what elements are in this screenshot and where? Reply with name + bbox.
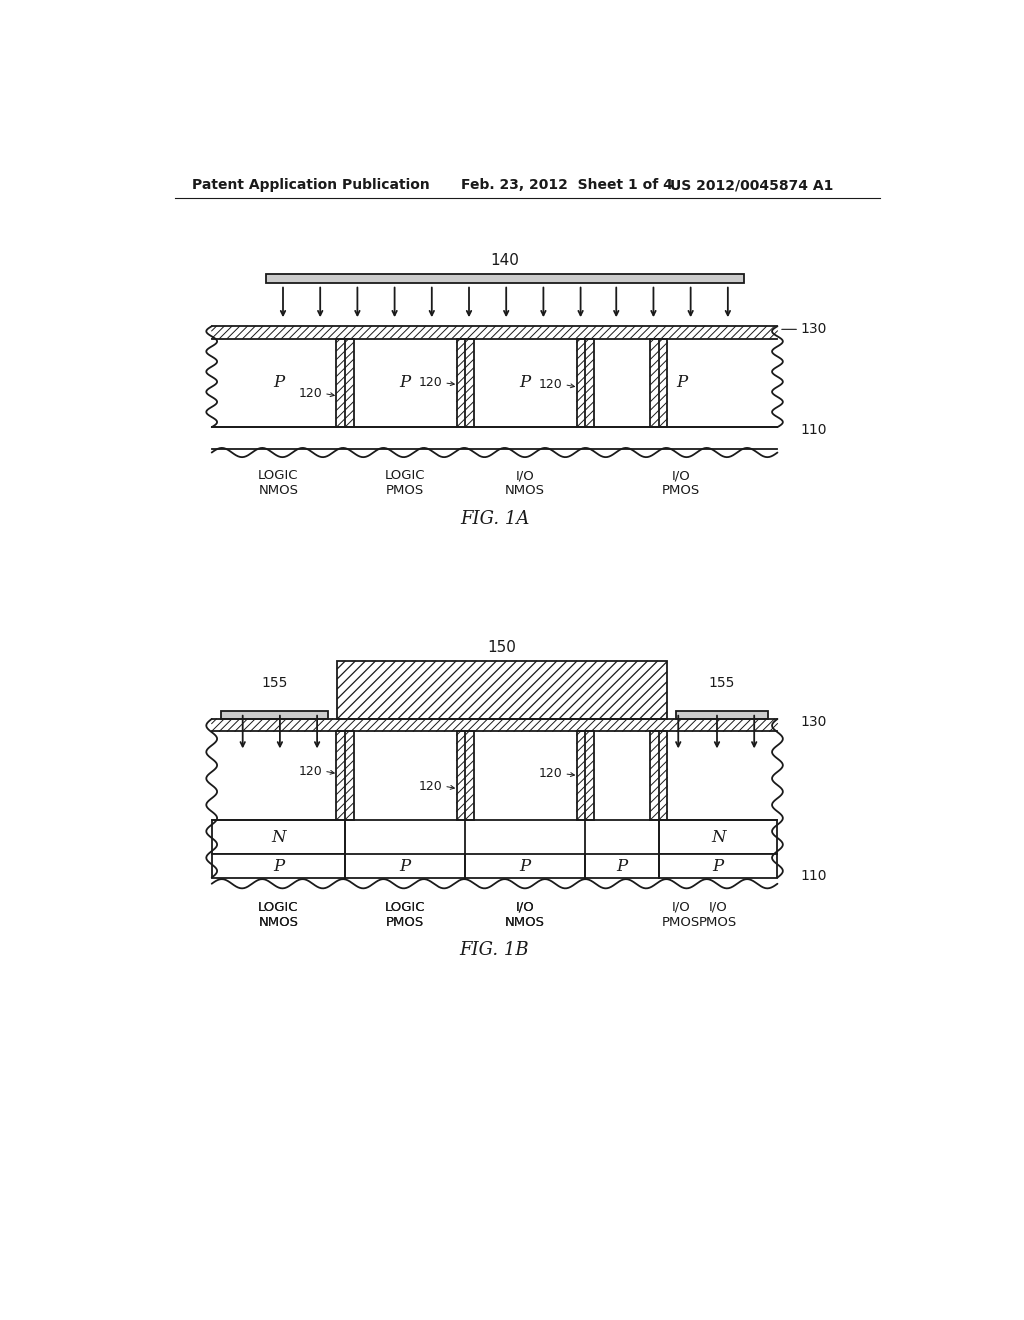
Bar bbox=[577, 731, 594, 820]
Text: P: P bbox=[616, 858, 628, 875]
Text: LOGIC
NMOS: LOGIC NMOS bbox=[258, 900, 299, 929]
Text: P: P bbox=[272, 375, 284, 391]
Bar bbox=[650, 339, 668, 428]
Text: 150: 150 bbox=[487, 640, 516, 655]
Bar bbox=[658, 820, 777, 854]
Text: 120: 120 bbox=[419, 780, 442, 793]
Text: LOGIC
PMOS: LOGIC PMOS bbox=[385, 900, 425, 929]
Text: 140: 140 bbox=[490, 252, 519, 268]
Bar bbox=[212, 719, 777, 731]
Text: Patent Application Publication: Patent Application Publication bbox=[191, 178, 429, 193]
Bar bbox=[337, 661, 667, 719]
Text: 155: 155 bbox=[709, 676, 735, 689]
Text: I/O
PMOS: I/O PMOS bbox=[699, 900, 737, 929]
Text: 110: 110 bbox=[801, 869, 827, 883]
Text: 120: 120 bbox=[299, 387, 323, 400]
Text: LOGIC
NMOS: LOGIC NMOS bbox=[258, 900, 299, 929]
Text: P: P bbox=[519, 858, 530, 875]
Bar bbox=[457, 339, 474, 428]
Text: P: P bbox=[519, 375, 530, 391]
Text: 120: 120 bbox=[539, 378, 563, 391]
Text: I/O
PMOS: I/O PMOS bbox=[663, 470, 700, 498]
Text: Feb. 23, 2012  Sheet 1 of 4: Feb. 23, 2012 Sheet 1 of 4 bbox=[461, 178, 673, 193]
Text: N: N bbox=[711, 829, 725, 846]
Text: P: P bbox=[713, 858, 724, 875]
Text: P: P bbox=[676, 375, 687, 391]
Text: 110: 110 bbox=[801, 424, 827, 437]
Text: LOGIC
PMOS: LOGIC PMOS bbox=[385, 900, 425, 929]
Bar bbox=[212, 326, 777, 339]
Bar bbox=[650, 731, 668, 820]
Text: N: N bbox=[271, 829, 286, 846]
Text: FIG. 1A: FIG. 1A bbox=[460, 510, 529, 528]
Bar bbox=[658, 854, 777, 878]
Text: 130: 130 bbox=[801, 322, 827, 337]
Bar bbox=[457, 731, 474, 820]
Text: 120: 120 bbox=[299, 764, 323, 777]
Bar bbox=[586, 854, 658, 878]
Text: US 2012/0045874 A1: US 2012/0045874 A1 bbox=[671, 178, 834, 193]
Text: I/O
PMOS: I/O PMOS bbox=[663, 900, 700, 929]
Text: 120: 120 bbox=[419, 376, 442, 389]
Text: P: P bbox=[272, 858, 284, 875]
Text: FIG. 1B: FIG. 1B bbox=[460, 941, 529, 958]
Text: P: P bbox=[399, 858, 411, 875]
Text: 120: 120 bbox=[539, 767, 563, 780]
Text: I/O
NMOS: I/O NMOS bbox=[505, 900, 545, 929]
Bar bbox=[676, 711, 768, 719]
Bar bbox=[221, 711, 328, 719]
Text: LOGIC
PMOS: LOGIC PMOS bbox=[385, 470, 425, 498]
Text: 130: 130 bbox=[801, 715, 827, 729]
Text: P: P bbox=[399, 375, 411, 391]
Bar bbox=[266, 275, 744, 284]
Bar bbox=[577, 339, 594, 428]
Bar bbox=[465, 854, 586, 878]
Text: I/O
NMOS: I/O NMOS bbox=[505, 470, 545, 498]
Text: I/O
NMOS: I/O NMOS bbox=[505, 900, 545, 929]
Bar bbox=[212, 820, 345, 854]
Bar bbox=[337, 731, 353, 820]
Bar bbox=[345, 854, 465, 878]
Text: LOGIC
NMOS: LOGIC NMOS bbox=[258, 470, 299, 498]
Bar bbox=[337, 339, 353, 428]
Text: 155: 155 bbox=[261, 676, 288, 689]
Bar bbox=[212, 854, 345, 878]
